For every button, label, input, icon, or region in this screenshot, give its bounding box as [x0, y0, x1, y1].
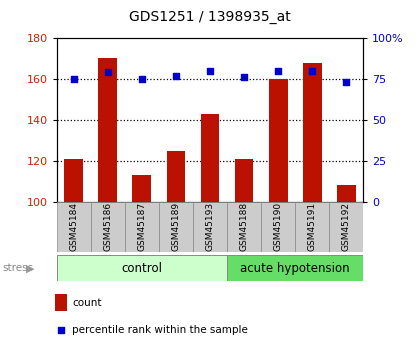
Bar — [55, 295, 66, 310]
Text: GSM45187: GSM45187 — [137, 202, 146, 252]
Point — [139, 76, 145, 82]
Text: acute hypotension: acute hypotension — [240, 262, 350, 275]
Bar — [57, 202, 91, 252]
Point — [71, 76, 77, 82]
Point — [343, 79, 349, 85]
Text: percentile rank within the sample: percentile rank within the sample — [72, 325, 248, 335]
Bar — [201, 114, 219, 202]
Point — [275, 68, 281, 73]
Text: GSM45186: GSM45186 — [103, 202, 112, 252]
Bar — [227, 202, 261, 252]
Point — [173, 73, 179, 78]
Point — [105, 70, 111, 75]
Bar — [159, 202, 193, 252]
Text: control: control — [121, 262, 163, 275]
Bar — [269, 79, 288, 202]
Bar — [227, 255, 363, 281]
Point — [241, 75, 247, 80]
Text: GSM45184: GSM45184 — [69, 202, 78, 252]
Bar — [132, 175, 151, 202]
Bar — [337, 186, 356, 202]
Bar — [125, 202, 159, 252]
Text: GSM45192: GSM45192 — [342, 202, 351, 252]
Text: GDS1251 / 1398935_at: GDS1251 / 1398935_at — [129, 10, 291, 24]
Text: GSM45191: GSM45191 — [308, 202, 317, 252]
Bar — [91, 202, 125, 252]
Text: GSM45189: GSM45189 — [171, 202, 181, 252]
Bar — [64, 159, 83, 202]
Bar — [98, 58, 117, 202]
Bar — [329, 202, 363, 252]
Bar — [193, 202, 227, 252]
Bar — [235, 159, 253, 202]
Bar — [57, 255, 227, 281]
Text: ▶: ▶ — [26, 263, 35, 273]
Text: stress: stress — [2, 263, 33, 273]
Bar — [295, 202, 329, 252]
Point — [309, 68, 315, 73]
Text: count: count — [72, 297, 101, 307]
Text: GSM45188: GSM45188 — [239, 202, 249, 252]
Bar — [261, 202, 295, 252]
Bar — [167, 151, 185, 202]
Text: GSM45193: GSM45193 — [205, 202, 215, 252]
Text: GSM45190: GSM45190 — [274, 202, 283, 252]
Bar — [303, 62, 322, 202]
Point — [207, 68, 213, 73]
Point — [57, 327, 64, 333]
